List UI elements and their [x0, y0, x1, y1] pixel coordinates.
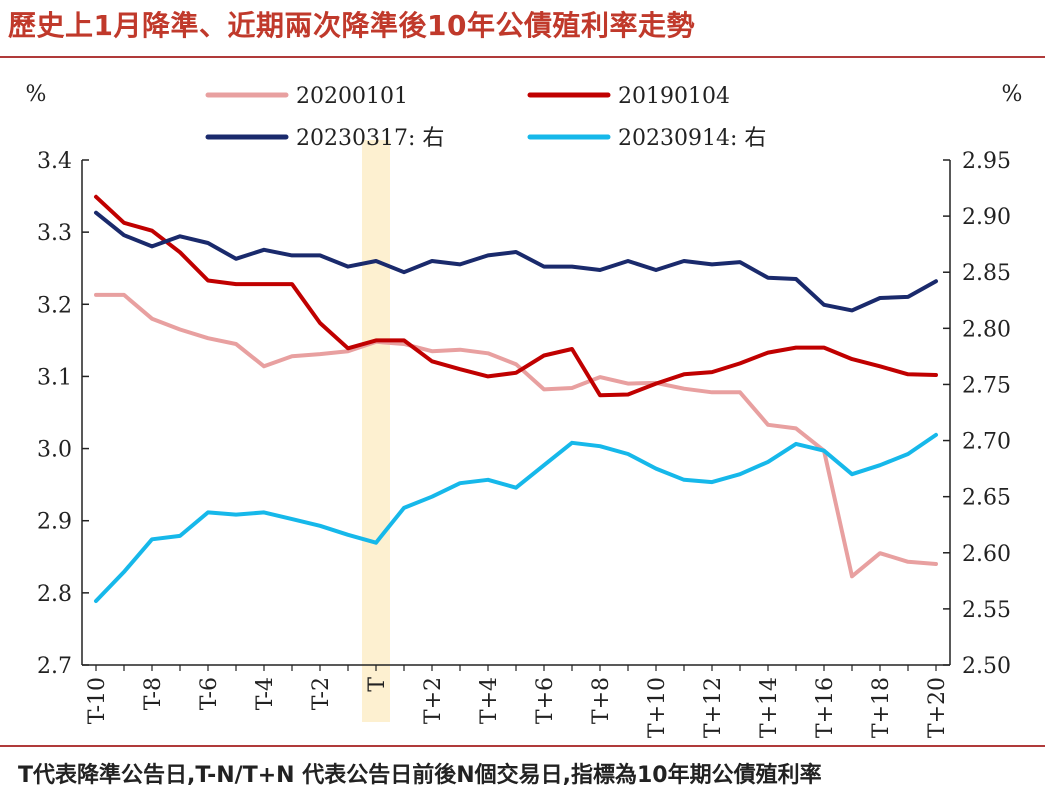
series-line-20230317: [94, 210, 938, 313]
bottom-divider: [0, 745, 1045, 747]
left-tick-label: 3.2: [37, 293, 72, 318]
left-tick-label: 2.8: [37, 582, 72, 607]
left-tick-label: 3.3: [37, 221, 72, 246]
right-tick-label: 2.50: [962, 654, 1011, 679]
x-tick-label: T+14: [757, 677, 782, 738]
x-tick-label: T+2: [421, 677, 446, 724]
series-line-20230914: [94, 432, 938, 603]
x-tick-label: T-2: [309, 677, 334, 710]
x-tick-label: T+4: [477, 677, 502, 724]
right-axis-unit: %: [1002, 82, 1023, 107]
x-tick-label: T+8: [589, 677, 614, 724]
series-line-20190104: [94, 194, 938, 398]
right-tick-label: 2.80: [962, 317, 1011, 342]
x-tick-label: T+6: [533, 677, 558, 724]
x-tick-label: T+12: [701, 677, 726, 738]
x-tick-label: T-4: [253, 677, 278, 710]
legend-label: 20200101: [296, 84, 408, 109]
legend: 20200101 20190104 20230317: 右 20230914: 右: [205, 84, 766, 151]
right-tick-label: 2.90: [962, 205, 1011, 230]
footnote: T代表降準公告日,T-N/T+N 代表公告日前後N個交易日,指標為10年期公債殖…: [18, 763, 822, 788]
x-tick-label: T-8: [141, 677, 166, 710]
chart-canvas: 3.4 3.3 3.2 3.1 3.0 2.9 2.8 2.7 2.95 2.90 2.85 2.80…: [26, 82, 1023, 738]
series-group: [94, 194, 938, 603]
right-tick-label: 2.65: [962, 486, 1011, 511]
x-tick-label: T+20: [925, 677, 950, 738]
x-tick-label: T+10: [645, 677, 670, 738]
left-tick-label: 2.9: [37, 510, 72, 535]
highlight-band: [362, 140, 390, 722]
x-tick-label: T: [365, 677, 390, 692]
top-divider: [0, 56, 1045, 58]
right-tick-label: 2.70: [962, 430, 1011, 455]
left-axis-unit: %: [26, 82, 47, 107]
right-tick-label: 2.60: [962, 542, 1011, 567]
left-tick-label: 3.0: [37, 438, 72, 463]
right-tick-label: 2.95: [962, 149, 1011, 174]
right-tick-label: 2.55: [962, 598, 1011, 623]
x-tick-label: T-6: [197, 677, 222, 710]
left-tick-label: 3.4: [37, 149, 72, 174]
x-tick-label: T+16: [813, 677, 838, 738]
x-tick-label: T+18: [869, 677, 894, 738]
series-line-20200101: [94, 292, 938, 579]
axes-group: 3.4 3.3 3.2 3.1 3.0 2.9 2.8 2.7 2.95 2.90 2.85 2.80…: [37, 149, 1011, 738]
right-tick-label: 2.85: [962, 261, 1011, 286]
legend-label: 20230914: 右: [618, 126, 766, 151]
left-tick-label: 2.7: [37, 654, 72, 679]
right-tick-label: 2.75: [962, 373, 1011, 398]
legend-label: 20190104: [618, 84, 730, 109]
left-tick-label: 3.1: [37, 365, 72, 390]
x-tick-label: T-10: [85, 677, 110, 724]
legend-label: 20230317: 右: [296, 126, 444, 151]
chart-title: 歷史上1月降準、近期兩次降準後10年公債殖利率走勢: [8, 9, 695, 42]
